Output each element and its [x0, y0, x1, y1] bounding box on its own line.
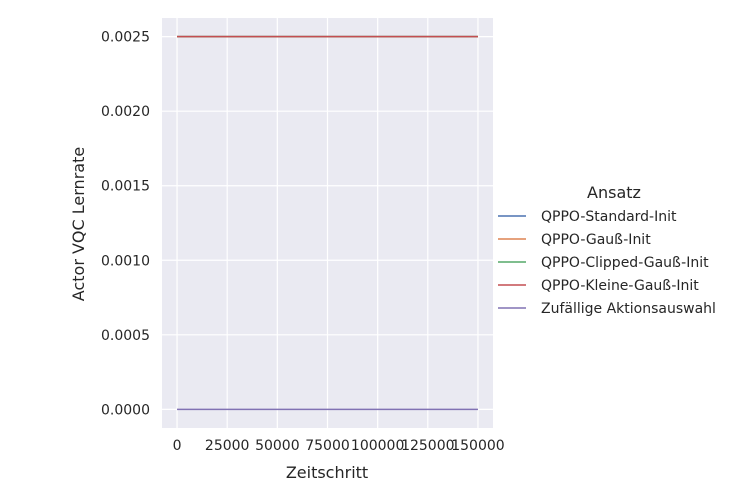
legend-title: Ansatz — [587, 183, 641, 202]
series-lines — [177, 35, 478, 411]
x-tick-label: 75000 — [305, 438, 350, 454]
legend-label: Zufällige Aktionsauswahl — [541, 301, 716, 317]
y-axis-label: Actor VQC Lernrate — [69, 147, 88, 301]
y-tick-label: 0.0015 — [101, 179, 150, 195]
y-tick-label: 0.0010 — [101, 253, 150, 269]
x-tick-label: 100000 — [351, 438, 404, 454]
y-tick-label: 0.0005 — [101, 328, 150, 344]
y-tick-label: 0.0020 — [101, 104, 150, 120]
x-tick-label: 50000 — [255, 438, 300, 454]
y-tick-labels: 0.0000 0.0005 0.0010 0.0015 0.0020 0.0025 — [101, 30, 150, 419]
legend-label: QPPO-Standard-Init — [541, 209, 677, 225]
x-tick-label: 0 — [173, 438, 182, 454]
legend-label: QPPO-Kleine-Gauß-Init — [541, 278, 699, 294]
x-axis-label: Zeitschritt — [286, 463, 368, 482]
y-tick-label: 0.0025 — [101, 30, 150, 46]
legend: Ansatz QPPO-Standard-Init QPPO-Gauß-Init Q… — [498, 183, 716, 317]
y-tick-label: 0.0000 — [101, 402, 150, 418]
x-tick-label: 125000 — [401, 438, 454, 454]
legend-label: QPPO-Clipped-Gauß-Init — [541, 255, 709, 271]
x-tick-label: 150000 — [451, 438, 504, 454]
x-tick-label: 25000 — [205, 438, 250, 454]
legend-label: QPPO-Gauß-Init — [541, 232, 651, 248]
